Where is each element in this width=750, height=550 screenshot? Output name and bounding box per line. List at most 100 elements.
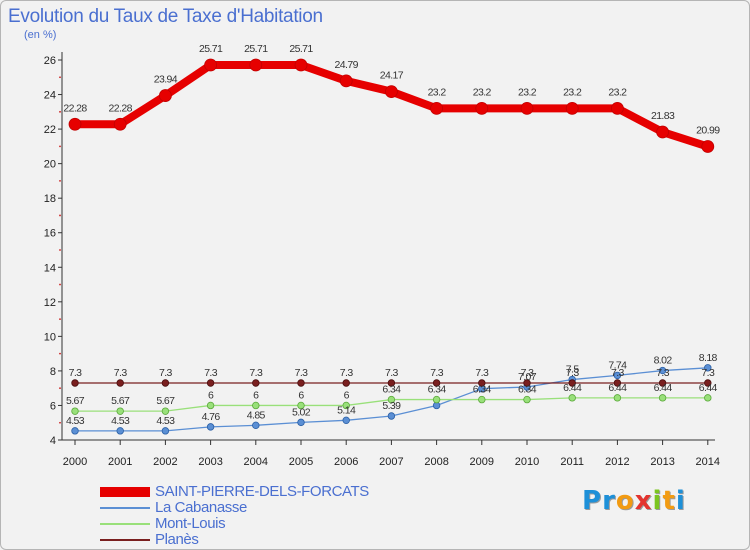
data-point-s2: [432, 395, 441, 404]
chart-title: Evolution du Taux de Taxe d'Habitation: [8, 6, 323, 27]
data-label-s2: 5.67: [156, 395, 175, 407]
data-point-s3: [523, 379, 531, 387]
data-point-s2: [252, 401, 260, 410]
x-tick-label: 2009: [470, 456, 494, 468]
data-point-s2: [658, 394, 667, 402]
data-label-s3: 7.3: [385, 367, 399, 379]
legend-swatch: [100, 487, 150, 497]
x-tick-label: 2000: [63, 456, 87, 468]
data-label-s1: 7.5: [566, 364, 580, 376]
logo-letter: t: [662, 486, 676, 516]
x-tick-label: 2007: [379, 456, 403, 468]
data-point-s0: [475, 101, 489, 115]
x-tick-label: 2011: [560, 456, 584, 468]
logo-letter: r: [602, 486, 616, 516]
data-label-s0: 24.17: [380, 70, 404, 82]
data-point-s0: [656, 125, 669, 139]
data-point-s2: [568, 394, 576, 402]
data-label-s3: 7.3: [656, 367, 670, 379]
data-point-s3: [613, 379, 622, 387]
y-tick-label: 12: [44, 297, 56, 309]
data-label-s2: 6.34: [382, 384, 401, 396]
data-label-s2: 6.44: [563, 382, 582, 394]
legend-label: Mont-Louis: [155, 515, 226, 532]
x-tick-label: 2010: [515, 456, 539, 468]
data-label-s3: 7.3: [69, 367, 83, 379]
data-label-s0: 25.71: [244, 43, 268, 55]
y-minor-tick: [59, 421, 61, 424]
data-point-s3: [252, 379, 260, 387]
y-minor-tick: [59, 318, 61, 320]
data-point-s0: [249, 58, 263, 72]
data-label-s0: 25.71: [289, 43, 313, 55]
data-point-s2: [297, 401, 305, 410]
data-point-s3: [297, 379, 305, 387]
x-tick-label: 2014: [696, 456, 720, 468]
data-point-s0: [384, 85, 398, 99]
data-point-s2: [116, 407, 124, 415]
data-label-s2: 6.44: [699, 382, 718, 394]
logo-letter: P: [582, 486, 603, 516]
data-label-s0: 23.2: [473, 86, 492, 98]
y-minor-tick: [59, 249, 61, 251]
data-label-s0: 22.28: [109, 102, 133, 114]
y-minor-tick: [59, 352, 61, 355]
legend-swatch: [100, 539, 150, 541]
data-label-s3: 7.3: [159, 367, 173, 379]
y-tick-label: 24: [44, 90, 56, 102]
data-label-s1: 4.53: [156, 415, 175, 427]
data-label-s2: 6: [298, 389, 304, 401]
data-label-s0: 25.71: [199, 43, 223, 55]
data-point-s1: [297, 418, 305, 427]
data-label-s1: 4.53: [111, 415, 130, 427]
data-point-s2: [342, 401, 350, 410]
y-minor-tick: [59, 76, 61, 79]
data-point-s1: [71, 427, 79, 435]
data-label-s3: 7.3: [114, 367, 128, 379]
y-minor-tick: [59, 283, 61, 286]
data-label-s1: 4.85: [247, 409, 266, 421]
x-tick-label: 2003: [198, 456, 222, 468]
y-minor-tick: [59, 180, 61, 182]
data-label-s3: 7.3: [295, 367, 309, 379]
x-tick-label: 2013: [650, 456, 674, 468]
data-label-s1: 8.02: [654, 355, 673, 367]
legend-label: Planès: [155, 531, 199, 548]
x-tick-label: 2012: [605, 456, 629, 468]
data-label-s3: 7.3: [521, 367, 535, 379]
data-point-s0: [294, 58, 308, 72]
data-point-s3: [206, 379, 215, 387]
y-tick-label: 18: [44, 193, 56, 205]
y-tick-label: 22: [44, 124, 56, 136]
data-label-s2: 6: [253, 389, 259, 401]
data-label-s0: 23.2: [563, 86, 582, 98]
data-point-s1: [342, 416, 350, 425]
data-point-s3: [342, 379, 350, 387]
data-point-s3: [658, 379, 667, 387]
legend-label: La Cabanasse: [155, 499, 247, 516]
y-tick-label: 14: [44, 262, 56, 274]
x-tick-label: 2005: [289, 456, 313, 468]
y-tick-label: 4: [50, 435, 56, 447]
data-point-s3: [387, 379, 396, 387]
data-point-s0: [520, 101, 534, 115]
data-point-s3: [116, 379, 124, 387]
data-label-s2: 5.67: [111, 395, 130, 407]
data-label-s2: 6: [208, 389, 214, 401]
data-point-s2: [387, 395, 396, 404]
data-label-s1: 8.18: [699, 352, 718, 364]
data-point-s3: [704, 379, 712, 387]
data-label-s1: 7.74: [608, 359, 627, 371]
data-point-s3: [432, 379, 441, 387]
data-point-s1: [116, 427, 124, 435]
data-point-s0: [339, 74, 353, 88]
data-point-s2: [71, 407, 79, 415]
y-minor-tick: [59, 387, 61, 390]
logo-letter: i: [675, 486, 686, 516]
data-label-s0: 23.2: [518, 86, 537, 98]
proxiti-logo: Proxiti: [582, 486, 686, 516]
data-point-s0: [204, 58, 218, 72]
data-label-s2: 6.34: [428, 384, 447, 396]
data-label-s3: 7.3: [430, 367, 444, 379]
data-point-s0: [430, 101, 444, 115]
